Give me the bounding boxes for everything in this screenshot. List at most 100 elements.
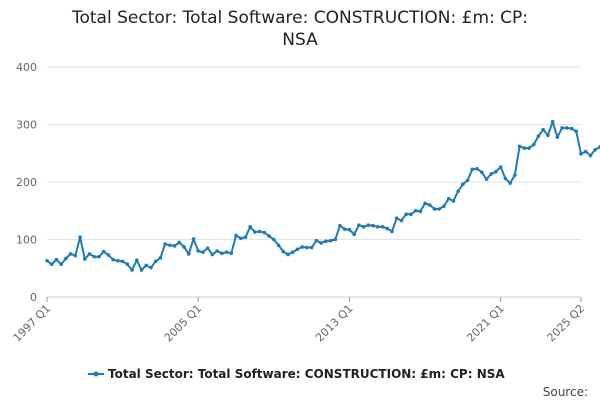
legend: Total Sector: Total Software: CONSTRUCTI…: [88, 367, 505, 381]
data-point: [134, 258, 139, 263]
data-point: [97, 254, 101, 259]
data-point: [243, 235, 248, 239]
data-point: [305, 245, 309, 250]
data-point: [465, 178, 470, 183]
chart-title-line-2: NSA: [282, 30, 318, 50]
y-tick-label: 100: [16, 234, 37, 247]
data-point: [527, 146, 531, 150]
data-point: [253, 230, 257, 234]
data-point: [550, 119, 555, 124]
data-point: [437, 207, 442, 211]
data-point: [494, 169, 498, 174]
data-point: [579, 152, 583, 156]
data-point: [328, 238, 333, 243]
data-point: [220, 251, 224, 256]
data-point: [290, 250, 295, 254]
data-point: [376, 225, 380, 229]
data-point: [531, 142, 536, 147]
data-point: [390, 229, 394, 234]
data-point: [541, 127, 545, 132]
data-point: [347, 227, 352, 232]
data-point: [101, 249, 106, 254]
data-point: [394, 216, 399, 221]
data-point: [64, 256, 68, 261]
data-point: [125, 262, 130, 267]
data-point: [560, 126, 564, 130]
data-point: [574, 129, 579, 134]
legend-marker: [93, 371, 99, 377]
data-point: [300, 245, 304, 249]
data-point: [224, 250, 229, 254]
data-point: [92, 254, 97, 259]
data-point: [309, 245, 314, 250]
data-point: [196, 249, 201, 253]
data-point: [513, 173, 517, 177]
data-point: [366, 223, 371, 227]
data-point: [144, 263, 149, 268]
data-point: [479, 170, 484, 175]
legend-label[interactable]: Total Sector: Total Software: CONSTRUCTI…: [108, 367, 505, 381]
data-point: [272, 237, 276, 242]
data-point: [371, 223, 375, 228]
data-point: [116, 258, 120, 263]
data-point: [191, 237, 196, 241]
data-point: [281, 249, 286, 254]
data-point: [267, 234, 271, 238]
data-point: [569, 126, 574, 131]
data-point: [87, 252, 92, 256]
data-point: [517, 144, 522, 149]
data-point: [201, 250, 205, 254]
data-point: [130, 268, 134, 272]
y-tick-label: 400: [16, 61, 37, 74]
data-point: [342, 227, 347, 231]
data-point: [262, 230, 267, 235]
data-point: [461, 182, 465, 187]
data-point: [404, 212, 408, 216]
x-tick-label: 2025 Q2: [545, 302, 588, 345]
data-point: [333, 237, 338, 242]
data-point: [163, 242, 167, 246]
data-point: [456, 189, 460, 193]
data-point: [413, 208, 418, 213]
x-tick-label: 2005 Q1: [162, 302, 205, 345]
data-point: [470, 167, 475, 172]
y-tick-label: 200: [16, 176, 37, 189]
data-point: [583, 149, 588, 154]
data-point: [503, 176, 508, 181]
source-label: Source:: [543, 385, 588, 399]
y-tick-label: 0: [30, 291, 37, 304]
data-point: [409, 212, 413, 216]
data-point: [238, 236, 243, 241]
data-point: [168, 243, 172, 248]
data-point: [182, 245, 186, 249]
data-point: [215, 249, 219, 253]
data-point: [153, 259, 158, 264]
data-point: [257, 229, 262, 234]
data-point: [352, 232, 356, 237]
data-point: [565, 126, 569, 130]
data-point: [399, 218, 404, 223]
data-point: [45, 258, 49, 263]
data-point: [385, 226, 390, 231]
data-point: [78, 235, 82, 239]
x-tick-label: 2013 Q1: [313, 302, 356, 345]
data-point: [111, 257, 115, 262]
data-point: [295, 247, 300, 252]
data-point: [546, 133, 550, 138]
data-point: [418, 209, 423, 214]
data-point: [338, 223, 342, 228]
data-point: [68, 252, 73, 256]
data-point: [210, 252, 215, 257]
data-point: [498, 165, 503, 169]
data-point: [508, 181, 512, 185]
data-point: [54, 257, 59, 262]
data-point: [248, 225, 252, 229]
data-point: [555, 135, 560, 139]
data-point: [314, 238, 319, 243]
data-point: [593, 148, 597, 152]
data-point: [49, 262, 54, 267]
data-point: [120, 259, 125, 264]
data-point: [177, 240, 182, 245]
chart-title-line-1: Total Sector: Total Software: CONSTRUCTI…: [71, 8, 528, 28]
